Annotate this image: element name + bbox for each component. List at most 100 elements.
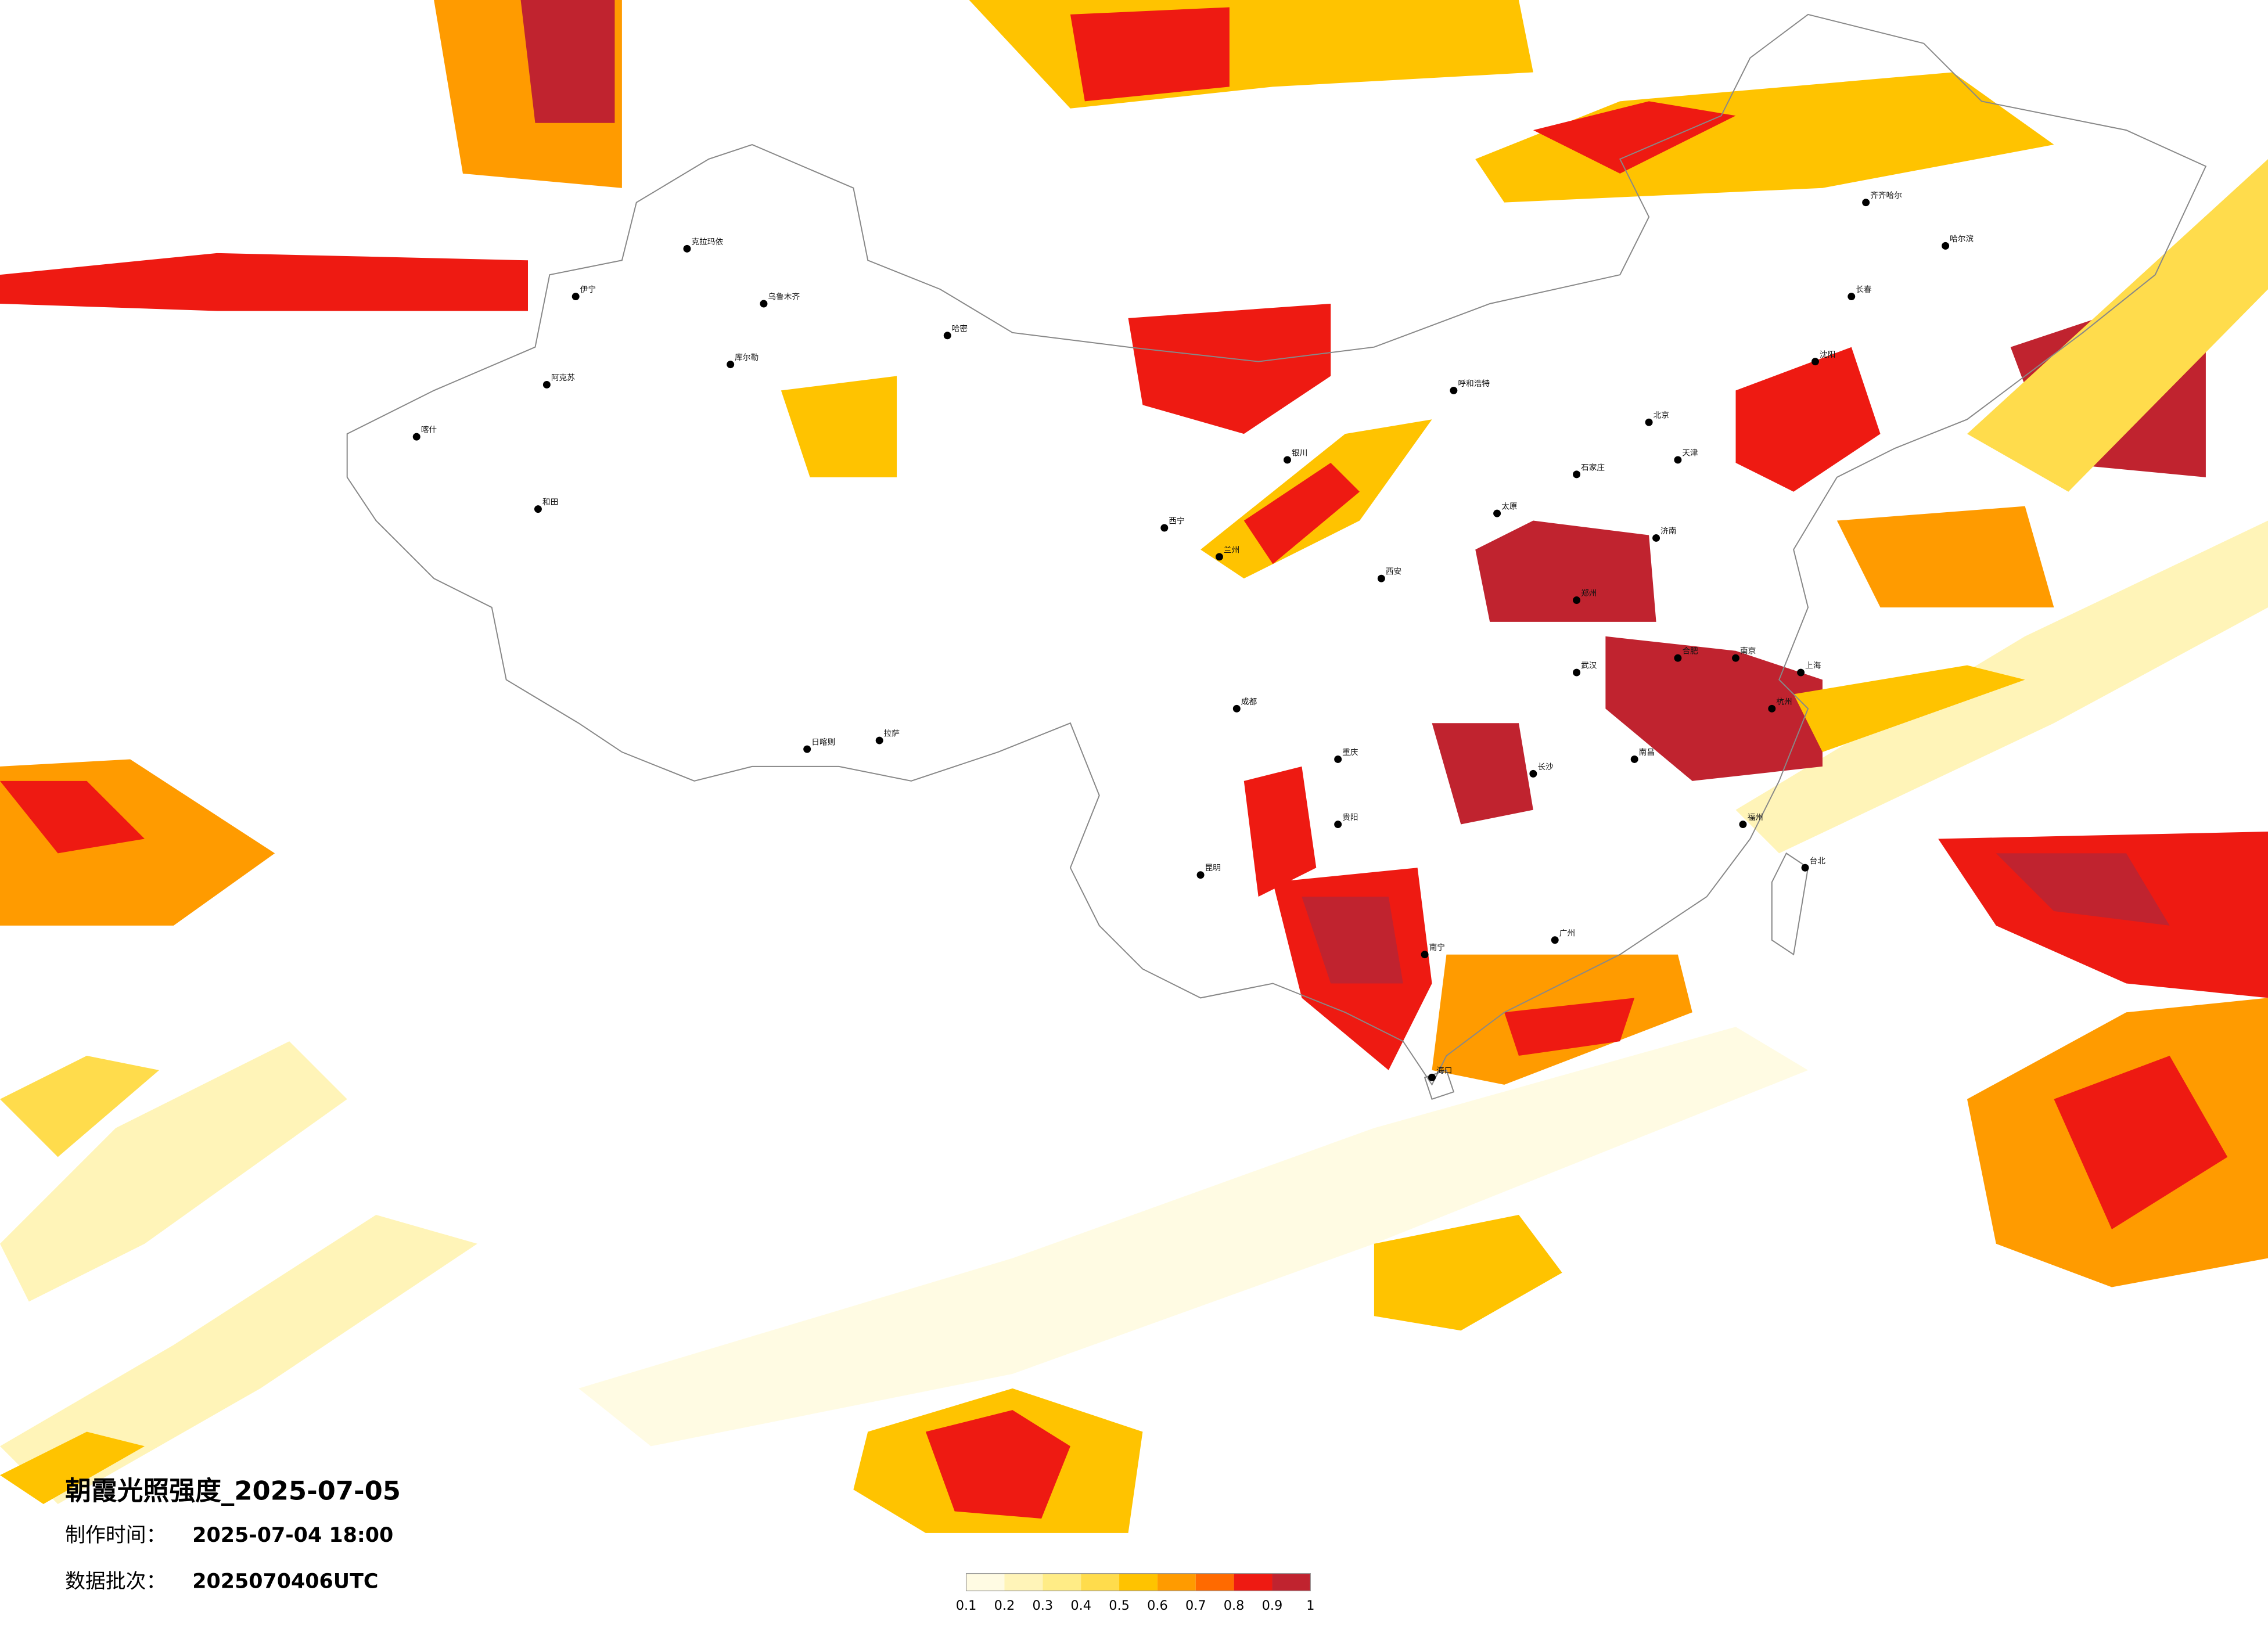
city-dot <box>1428 1073 1436 1081</box>
city-dot <box>1674 456 1682 464</box>
legend-swatch <box>1272 1573 1311 1591</box>
city-label: 西安 <box>1386 567 1401 577</box>
city-dot <box>727 361 735 369</box>
info-label: 数据批次： <box>65 1570 166 1593</box>
city-label: 伊宁 <box>580 285 596 294</box>
city-label: 石家庄 <box>1581 462 1605 472</box>
city-dot <box>943 332 951 340</box>
legend-tick-label: 0.2 <box>994 1598 1015 1613</box>
legend-swatch <box>1043 1573 1081 1591</box>
city-dot <box>1196 871 1205 879</box>
city-label: 武汉 <box>1581 661 1597 671</box>
city-dot <box>1450 386 1458 394</box>
legend-tick-label: 1 <box>1306 1598 1314 1613</box>
city-label: 济南 <box>1660 527 1676 536</box>
city-label: 合肥 <box>1682 647 1698 656</box>
city-dot <box>1493 509 1501 517</box>
city-dot <box>1160 524 1169 532</box>
map-title: 朝霞光照强度_2025-07-05 <box>65 1476 401 1506</box>
info-value: 2025-07-04 18:00 <box>192 1524 393 1547</box>
city-dot <box>1529 769 1537 778</box>
city-label: 银川 <box>1292 448 1307 458</box>
city-dot <box>1630 756 1638 763</box>
city-label: 拉萨 <box>884 729 900 739</box>
city-dot <box>1645 418 1653 426</box>
city-label: 呼和浩特 <box>1458 379 1490 388</box>
city-dot <box>683 244 691 253</box>
city-label: 天津 <box>1682 448 1698 458</box>
city-dot <box>1674 654 1682 662</box>
legend-frame <box>965 1573 1311 1592</box>
city-dot <box>760 300 768 308</box>
city-label: 乌鲁木齐 <box>768 293 800 302</box>
city-label: 郑州 <box>1581 589 1597 598</box>
city-label: 喀什 <box>421 426 437 435</box>
legend-swatch <box>1195 1573 1234 1591</box>
city-dot <box>542 380 551 388</box>
legend-tick-label: 0.7 <box>1185 1598 1206 1613</box>
city-dot <box>1334 756 1342 763</box>
city-dot <box>1942 242 1950 250</box>
info-value: 2025070406UTC <box>192 1570 378 1593</box>
legend-tick-label: 0.3 <box>1033 1598 1054 1613</box>
city-dot <box>1551 936 1559 944</box>
city-dot <box>1232 704 1241 713</box>
city-label: 上海 <box>1805 661 1821 671</box>
city-label: 日喀则 <box>811 738 835 747</box>
legend-swatch <box>1119 1573 1158 1591</box>
city-label: 海口 <box>1436 1066 1452 1075</box>
city-dot <box>803 745 811 753</box>
city-label: 重庆 <box>1342 748 1358 757</box>
city-label: 长春 <box>1856 285 1872 294</box>
city-label: 昆明 <box>1205 864 1221 873</box>
city-dot <box>1573 596 1581 605</box>
city-label: 兰州 <box>1224 545 1239 555</box>
city-dot <box>1573 668 1581 677</box>
info-label: 制作时间： <box>65 1524 166 1547</box>
city-label: 南昌 <box>1639 748 1655 757</box>
city-dot <box>1652 534 1660 542</box>
city-label: 太原 <box>1501 502 1517 512</box>
city-dot <box>1811 358 1819 366</box>
city-label: 福州 <box>1747 813 1763 822</box>
legend-swatch <box>1004 1573 1043 1591</box>
city-dot <box>1334 821 1342 829</box>
city-label: 齐齐哈尔 <box>1870 191 1902 200</box>
city-dot <box>1573 470 1581 479</box>
legend-tick-label: 0.6 <box>1147 1598 1168 1613</box>
city-dot <box>1284 456 1291 464</box>
intensity-field <box>0 0 2268 1533</box>
city-label: 长沙 <box>1537 762 1554 772</box>
legend-tick-label: 0.5 <box>1109 1598 1130 1613</box>
city-label: 西宁 <box>1169 516 1184 526</box>
city-label: 阿克苏 <box>551 373 575 383</box>
city-dot <box>875 736 883 744</box>
city-label: 哈密 <box>952 323 968 333</box>
borders <box>346 13 2207 1100</box>
city-label: 广州 <box>1559 929 1575 938</box>
city-label: 库尔勒 <box>735 353 759 362</box>
city-label: 沈阳 <box>1820 350 1835 359</box>
legend-tick-label: 0.1 <box>956 1598 977 1613</box>
legend-tick-label: 0.4 <box>1070 1598 1091 1613</box>
legend-swatch <box>1157 1573 1196 1591</box>
city-label: 台北 <box>1810 857 1826 866</box>
city-dot <box>412 433 420 441</box>
city-label: 成都 <box>1241 697 1257 707</box>
city-label: 克拉玛依 <box>691 238 723 247</box>
city-label: 贵阳 <box>1342 813 1358 822</box>
legend-tick-label: 0.9 <box>1262 1598 1283 1613</box>
city-dot <box>1862 199 1870 207</box>
legend: 0.1 0.2 0.3 0.4 0.5 0.6 0.7 0.8 0.9 1 <box>956 1573 1314 1613</box>
city-dot <box>1768 704 1776 713</box>
city-dot <box>1848 293 1856 301</box>
city-dot <box>1732 654 1739 662</box>
city-label: 北京 <box>1654 411 1669 420</box>
city-dot <box>1801 864 1809 872</box>
city-dot <box>534 505 542 513</box>
city-label: 杭州 <box>1776 697 1792 707</box>
city-dot <box>1215 553 1223 561</box>
